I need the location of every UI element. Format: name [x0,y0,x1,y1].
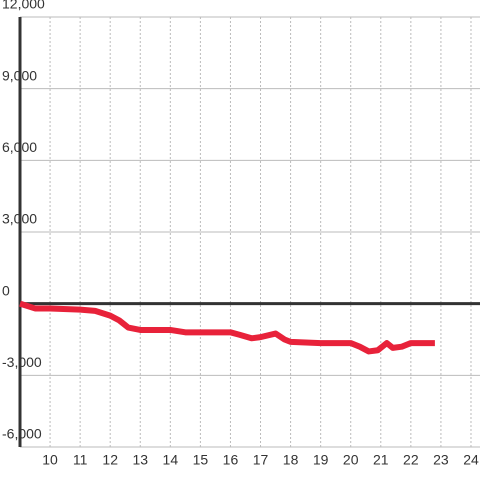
x-tick-label: 14 [163,452,179,468]
x-tick-label: 21 [373,452,389,468]
x-tick-label: 22 [403,452,419,468]
x-tick-label: 18 [283,452,299,468]
x-tick-label: 19 [313,452,329,468]
x-tick-label: 11 [73,452,88,468]
x-tick-label: 10 [42,452,58,468]
x-tick-label: 15 [193,452,209,468]
y-tick-label: -6,000 [2,426,42,442]
x-tick-label: 24 [463,452,479,468]
y-tick-label: 12,000 [2,0,45,12]
data-line [19,300,435,355]
x-tick-label: 17 [253,452,269,468]
y-tick-label: 0 [2,282,10,298]
x-tick-label: 20 [343,452,359,468]
y-tick-label: -3,000 [2,354,42,370]
x-tick-label: 13 [132,452,148,468]
x-tick-label: 16 [223,452,239,468]
x-tick-label: 23 [433,452,449,468]
x-tick-label: 12 [102,452,118,468]
